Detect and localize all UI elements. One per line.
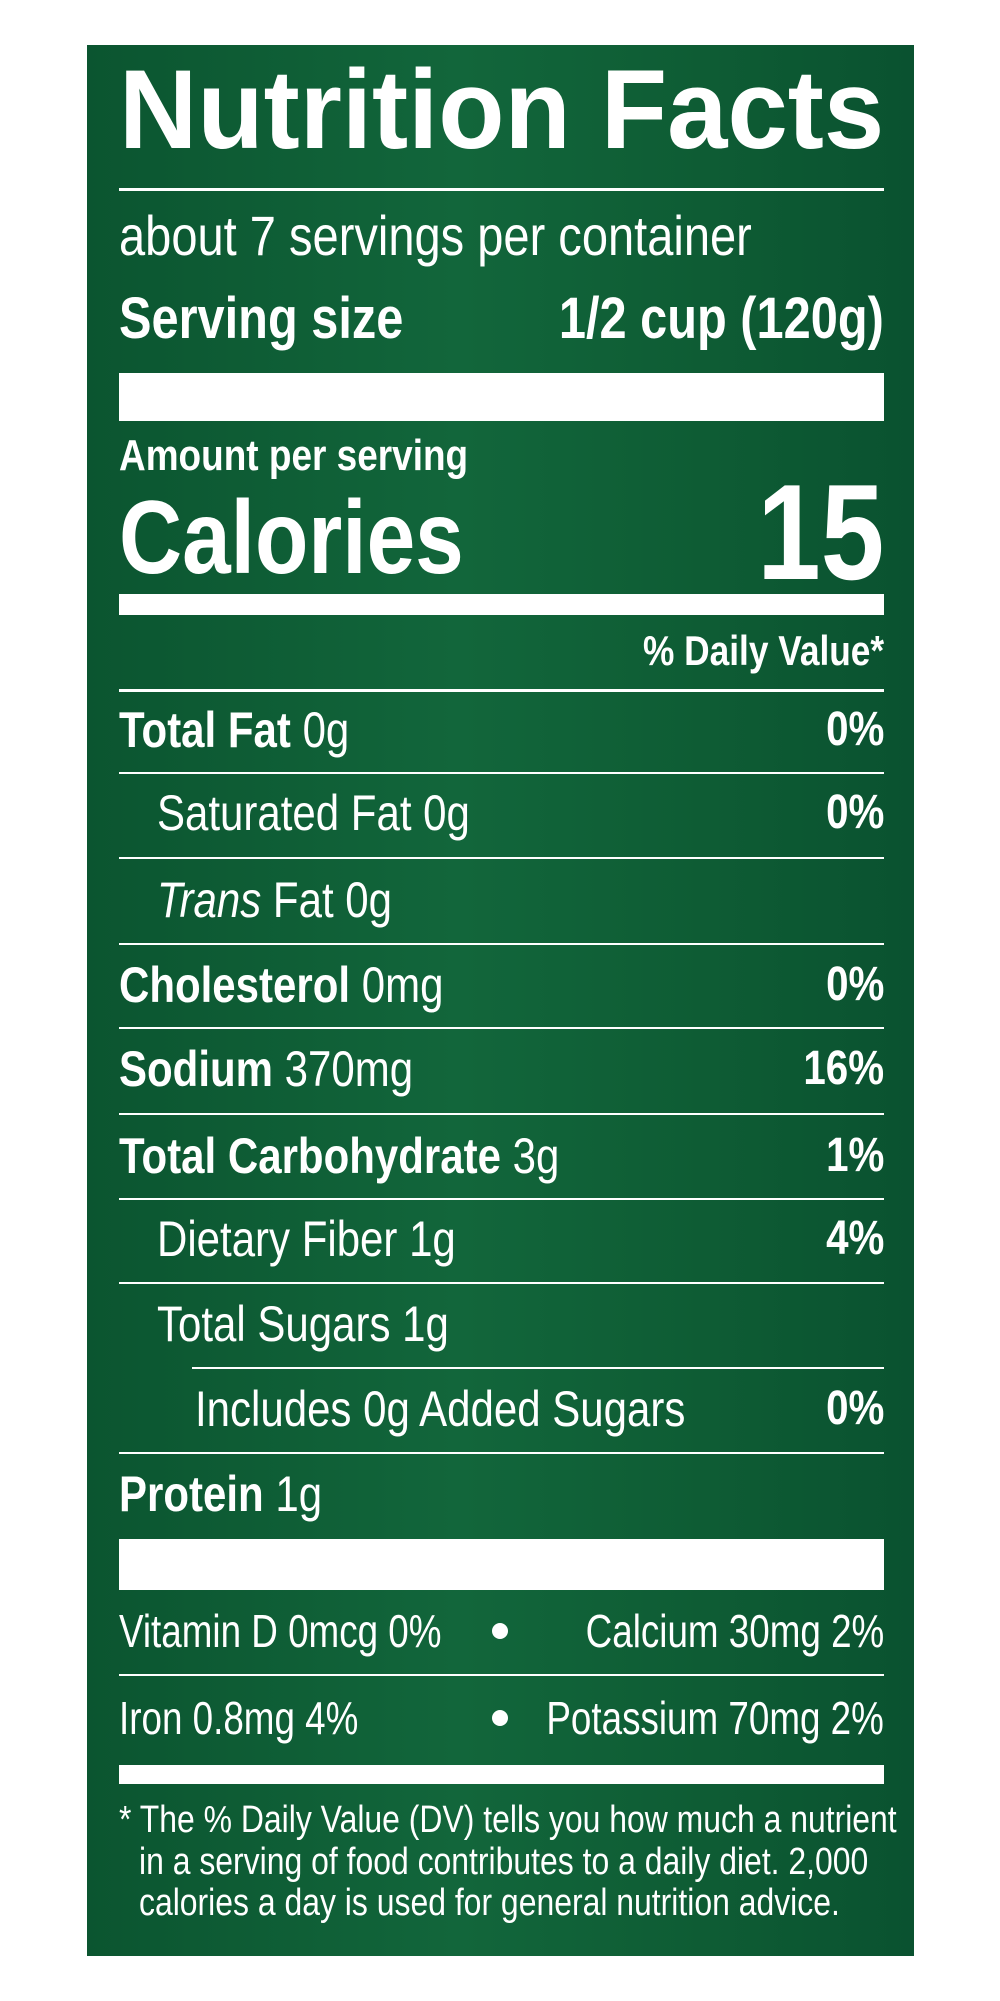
title: Nutrition Facts [119, 54, 884, 166]
nutrient-row: Cholesterol 0mg [119, 960, 443, 1010]
text-run: 3g [512, 1128, 560, 1184]
rule [119, 1765, 884, 1784]
nutrient-row: Protein 1g [119, 1469, 322, 1519]
text-run: calories a day is used for general nutri… [139, 1882, 840, 1924]
dv-header: % Daily Value* [643, 630, 884, 672]
text-run: Iron 0.8mg 4% [119, 1692, 359, 1744]
vitamin-left: Vitamin D 0mcg 0% [119, 1608, 441, 1654]
nutrient-row: Total Sugars 1g [157, 1299, 449, 1349]
text-run: 0g [302, 702, 350, 758]
nutrient-dv: 0% [826, 789, 884, 837]
rule [119, 1451, 884, 1454]
text-run: Sodium [119, 1041, 273, 1097]
footnote-line: calories a day is used for general nutri… [139, 1884, 840, 1922]
text-run: Total Carbohydrate [119, 1128, 501, 1184]
servings: about 7 servings per container [119, 208, 752, 264]
rule [119, 188, 884, 191]
text-run: 16% [803, 1042, 884, 1095]
text-run: Saturated Fat [157, 785, 412, 841]
nutrient-row: Saturated Fat 0g [157, 788, 470, 838]
text-run: 15 [756, 456, 884, 608]
text-run: % Daily Value* [642, 627, 884, 674]
text-run: Protein [119, 1466, 264, 1522]
nutrient-row: Total Fat 0g [119, 705, 349, 755]
nutrition-panel: Nutrition Facts about 7 servings per cont… [87, 45, 914, 1956]
text-run: 0% [825, 958, 884, 1011]
text-run: Amount per serving [119, 431, 469, 480]
rule [119, 771, 884, 774]
text-run: Vitamin D 0mcg 0% [119, 1605, 442, 1657]
rule [119, 1112, 884, 1115]
rule [119, 689, 884, 692]
text-run: Total Sugars [157, 1296, 391, 1352]
vitamin-right: Potassium 70mg 2% [547, 1695, 885, 1741]
text-run: Fat [272, 872, 334, 928]
text-run: 1g [275, 1466, 323, 1522]
text-run: Calories [119, 480, 464, 596]
rule [192, 1366, 884, 1369]
rule [119, 1027, 884, 1029]
rule [119, 594, 884, 615]
nutrient-row: Trans Fat 0g [157, 875, 392, 925]
rule [119, 1197, 884, 1200]
text-run: 1g [402, 1296, 449, 1352]
bullet [492, 1623, 508, 1639]
rule [119, 373, 884, 421]
text-run: Total Fat [119, 702, 291, 758]
rule [119, 1674, 884, 1676]
serving-size-label: Serving size [119, 290, 403, 348]
nutrient-dv: 16% [803, 1045, 884, 1093]
calories-label: Calories [119, 486, 464, 590]
text-run: Calcium 30mg 2% [585, 1605, 884, 1657]
nutrient-dv: 0% [826, 706, 884, 754]
text-run: Potassium 70mg 2% [546, 1692, 885, 1744]
rule [119, 1281, 884, 1284]
text-run: 1% [825, 1129, 884, 1182]
nutrient-dv: 0% [826, 961, 884, 1009]
text-run: 0g [423, 785, 470, 841]
vitamin-right: Calcium 30mg 2% [585, 1608, 884, 1654]
footnote-line: in a serving of food contributes to a da… [139, 1843, 868, 1881]
text-run: Trans [157, 872, 262, 928]
footnote-line: * The % Daily Value (DV) tells you how m… [119, 1801, 897, 1839]
text-run: 0mg [361, 957, 444, 1013]
text-run: Dietary Fiber [157, 1211, 398, 1267]
amount-per-serving: Amount per serving [119, 434, 468, 478]
nutrient-row: Sodium 370mg [119, 1044, 413, 1094]
text-run: 0% [825, 703, 884, 756]
serving-size-value: 1/2 cup (120g) [559, 290, 884, 348]
calories-value: 15 [757, 464, 884, 600]
text-run: Includes 0g Added Sugars [195, 1381, 686, 1437]
rule [119, 856, 884, 859]
text-run: 0% [825, 786, 884, 839]
nutrient-dv: 0% [826, 1385, 884, 1433]
text-run: in a serving of food contributes to a da… [139, 1841, 869, 1883]
text-run: 0g [345, 872, 393, 928]
rule [119, 1539, 884, 1590]
nutrient-row: Total Carbohydrate 3g [119, 1131, 559, 1181]
text-run: Cholesterol [119, 957, 351, 1013]
text-run: 370mg [284, 1041, 414, 1097]
nutrient-dv: 4% [826, 1215, 884, 1263]
text-run: 4% [825, 1212, 884, 1265]
nutrient-row: Includes 0g Added Sugars [195, 1384, 685, 1434]
text-run: 1/2 cup (120g) [559, 286, 884, 351]
text-run: Nutrition Facts [119, 47, 885, 172]
text-run: 0% [825, 1382, 884, 1435]
bullet [492, 1710, 508, 1726]
text-run: about 7 servings per container [119, 204, 752, 267]
text-run: Serving size [119, 286, 404, 351]
rule [119, 942, 884, 945]
nutrient-dv: 1% [826, 1132, 884, 1180]
text-run: * The % Daily Value (DV) tells you how m… [119, 1799, 897, 1841]
nutrient-row: Dietary Fiber 1g [157, 1214, 456, 1264]
vitamin-left: Iron 0.8mg 4% [119, 1695, 358, 1741]
text-run: 1g [409, 1211, 456, 1267]
